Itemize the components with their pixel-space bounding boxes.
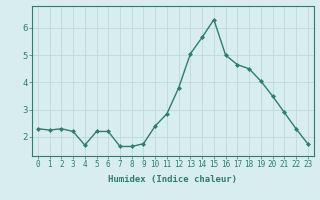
X-axis label: Humidex (Indice chaleur): Humidex (Indice chaleur): [108, 175, 237, 184]
